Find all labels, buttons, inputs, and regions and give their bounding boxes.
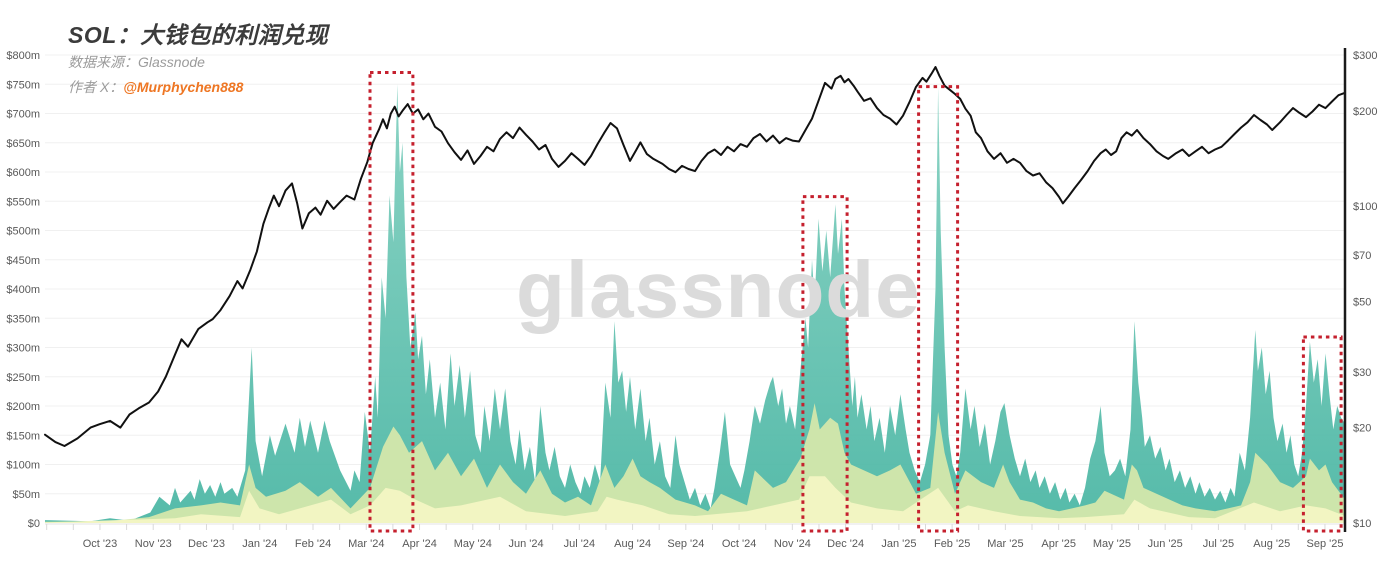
y-axis-left-label: $350m [6,313,40,325]
y-axis-left-label: $200m [6,401,40,413]
y-axis-left-label: $650m [6,138,40,150]
x-axis-label: Dec '24 [827,538,864,550]
x-axis-label: Apr '24 [402,538,437,550]
y-axis-right-label: $30 [1353,367,1371,379]
author-line: 作者 X：@Murphychen888 [68,77,243,97]
y-axis-right-label: $70 [1353,250,1371,262]
x-axis-label: Feb '25 [934,538,970,550]
y-axis-right-label: $50 [1353,297,1371,309]
y-axis-right-label: $20 [1353,423,1371,435]
y-axis-right-label: $100 [1353,201,1377,213]
y-axis-left-label: $400m [6,284,40,296]
highlight-box-3 [917,85,960,533]
highlight-box-2 [801,195,849,533]
x-axis-label: May '25 [1093,538,1131,550]
y-axis-left-label: $750m [6,79,40,91]
x-axis-label: Jul '25 [1203,538,1234,550]
x-axis-label: Jun '24 [509,538,544,550]
realized-profit-green-area [45,403,1345,523]
y-axis-left-label: $600m [6,167,40,179]
x-axis-label: Oct '23 [83,538,118,550]
highlight-box-1 [368,71,415,533]
x-axis-label: Jan '24 [242,538,277,550]
x-axis-label: Aug '25 [1253,538,1290,550]
x-axis-label: May '24 [454,538,492,550]
x-axis-label: Apr '25 [1041,538,1076,550]
y-axis-left-label: $500m [6,226,40,238]
y-axis-right-label: $300 [1353,50,1377,62]
x-axis-label: Aug '24 [614,538,651,550]
x-axis-label: Sep '24 [667,538,704,550]
y-axis-right-label: $200 [1353,106,1377,118]
x-axis-label: Mar '24 [348,538,384,550]
x-axis-label: Nov '24 [774,538,811,550]
x-axis-label: Feb '24 [295,538,331,550]
y-axis-left-label: $150m [6,430,40,442]
x-axis-label: Mar '25 [987,538,1023,550]
y-axis-left-label: $250m [6,372,40,384]
x-axis-label: Jan '25 [881,538,916,550]
x-axis-label: Jun '25 [1148,538,1183,550]
y-axis-left-label: $0 [28,518,40,530]
y-axis-left-label: $300m [6,343,40,355]
x-axis-label: Oct '24 [722,538,757,550]
y-axis-left-label: $700m [6,109,40,121]
data-source-line: 数据来源：Glassnode [68,52,205,72]
author-handle: @Murphychen888 [123,79,244,95]
y-axis-left-label: $550m [6,196,40,208]
chart-title: SOL：大钱包的利润兑现 [68,22,329,48]
y-axis-left-label: $800m [6,50,40,62]
y-axis-left-label: $100m [6,460,40,472]
author-label: 作者 X： [68,79,124,95]
y-axis-right-label: $10 [1353,518,1371,530]
highlight-box-4 [1301,335,1343,533]
sol-price-line [44,66,1346,447]
x-axis-label: Sep '25 [1306,538,1343,550]
y-axis-left-label: $450m [6,255,40,267]
y-axis-left-label: $50m [12,489,40,501]
x-axis-label: Dec '23 [188,538,225,550]
data-source-text: 数据来源：Glassnode [68,54,205,70]
x-axis-label: Jul '24 [564,538,595,550]
x-axis-label: Nov '23 [135,538,172,550]
realized-profit-teal-area [45,84,1345,524]
